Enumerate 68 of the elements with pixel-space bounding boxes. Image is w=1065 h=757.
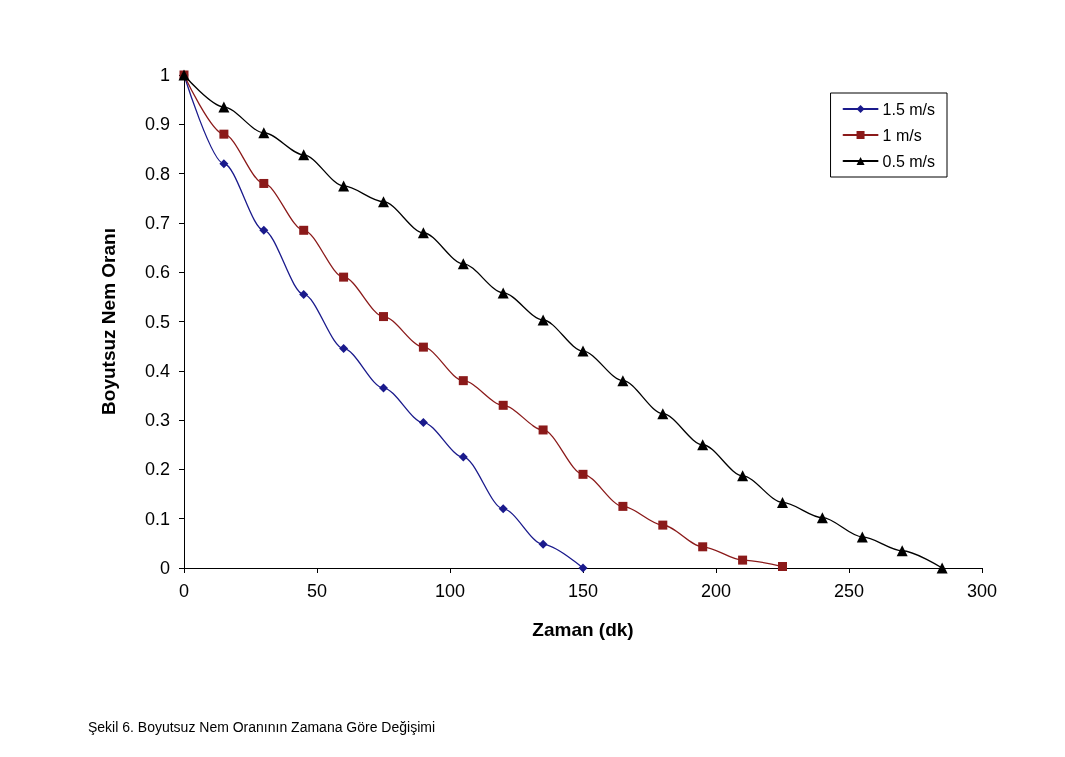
x-tick-label: 0 xyxy=(178,581,190,601)
legend-label: 0.5 m/s xyxy=(882,152,936,170)
point xyxy=(657,408,669,420)
point xyxy=(617,375,629,387)
point xyxy=(498,400,508,410)
point xyxy=(737,470,749,482)
y-tick-label: 1 xyxy=(159,65,170,85)
y-tick-label: 0.1 xyxy=(144,508,170,529)
x-tick-label: 200 xyxy=(700,581,732,601)
point xyxy=(538,425,548,435)
x-tick-label: 150 xyxy=(567,581,599,601)
point xyxy=(338,180,350,192)
text: Şekil 6. Boyutsuz Nem Oranının Zamana Göre Değişimi xyxy=(88,719,436,735)
x-tick-label: 300 xyxy=(966,581,998,601)
point xyxy=(936,562,948,574)
point xyxy=(738,555,748,565)
point xyxy=(578,469,588,479)
point xyxy=(458,376,468,386)
point xyxy=(578,563,588,573)
x-axis-title: Zaman (dk) xyxy=(532,619,634,640)
legend-label: 1 m/s xyxy=(882,126,922,144)
point xyxy=(339,272,349,282)
y-axis-title: Boyutsuz Nem Oranı xyxy=(98,228,119,415)
point xyxy=(658,520,668,530)
y-tick-label: 0.2 xyxy=(144,459,170,480)
legend-label: 1.5 m/s xyxy=(882,100,936,118)
point xyxy=(698,542,708,552)
point xyxy=(577,345,589,357)
point xyxy=(537,314,549,326)
point xyxy=(299,289,309,299)
y-tick-label: 0.8 xyxy=(144,163,170,184)
y-tick-label: 0.3 xyxy=(144,410,170,431)
point xyxy=(418,418,428,428)
point xyxy=(379,312,388,322)
point xyxy=(856,531,868,543)
x-tick-label: 100 xyxy=(434,581,466,601)
point xyxy=(258,127,270,139)
point xyxy=(418,342,428,352)
y-tick-label: 0.6 xyxy=(144,262,170,283)
point xyxy=(219,129,229,139)
point xyxy=(777,496,788,508)
x-tick-label: 250 xyxy=(833,581,865,601)
point xyxy=(259,225,269,235)
point xyxy=(778,562,787,572)
x-tick-label: 50 xyxy=(306,581,328,601)
y-tick-label: 0.5 xyxy=(144,311,170,332)
point xyxy=(697,439,709,451)
point xyxy=(457,258,469,270)
y-tick-label: 0.9 xyxy=(144,114,170,135)
point xyxy=(378,196,389,208)
point xyxy=(259,178,269,188)
point xyxy=(299,225,309,235)
point xyxy=(618,501,628,511)
point xyxy=(339,344,349,354)
y-tick-label: 0.4 xyxy=(144,360,170,381)
point xyxy=(458,452,468,462)
point xyxy=(298,149,310,161)
point xyxy=(218,101,230,113)
point xyxy=(538,539,548,549)
point xyxy=(816,512,828,524)
y-tick-label: 0.7 xyxy=(144,212,170,233)
point xyxy=(219,159,229,169)
point xyxy=(417,227,429,239)
point xyxy=(498,504,508,514)
y-tick-label: 0 xyxy=(159,558,170,578)
point xyxy=(379,383,388,393)
point xyxy=(497,287,509,299)
point xyxy=(896,545,908,557)
